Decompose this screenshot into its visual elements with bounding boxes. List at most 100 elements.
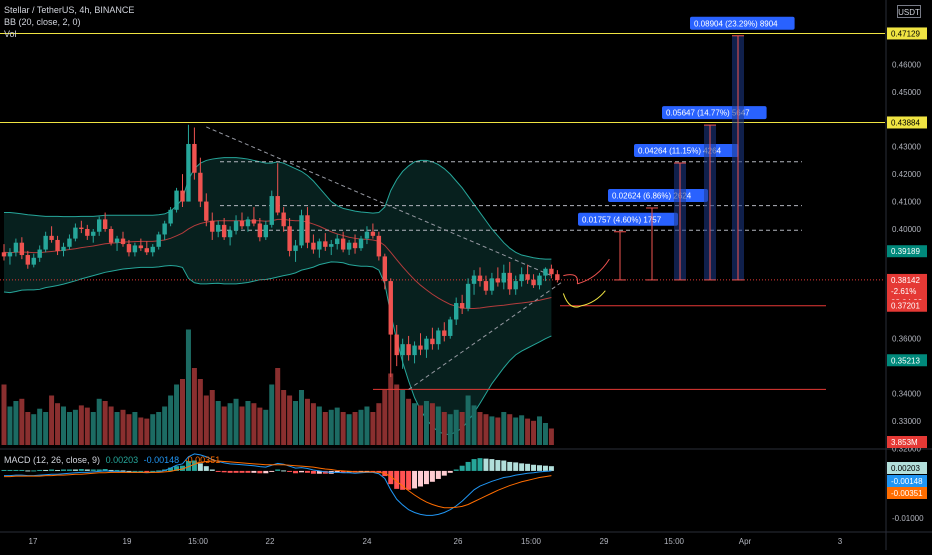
- candle-body: [91, 231, 96, 236]
- macd-tag-bg: [887, 475, 927, 487]
- candle-body: [329, 244, 334, 247]
- volume-bar: [72, 409, 78, 445]
- time-tick: 17: [29, 537, 38, 546]
- volume-bar: [7, 406, 13, 445]
- candle-body: [531, 279, 536, 286]
- volume-bar: [90, 412, 96, 445]
- macd-histogram-bar: [61, 469, 66, 471]
- candle-body: [156, 234, 161, 247]
- volume-bar: [263, 409, 269, 445]
- candle-body: [245, 219, 251, 227]
- macd-histogram-bar: [126, 470, 132, 472]
- volume-bar: [174, 384, 180, 445]
- macd-header[interactable]: MACD (12, 26, close, 9) 0.00203 -0.00148…: [4, 455, 223, 465]
- macd-histogram-bar: [519, 463, 525, 471]
- candle-body: [442, 330, 447, 336]
- volume-bar: [239, 406, 245, 445]
- macd-histogram-bar: [19, 469, 25, 471]
- time-tick: 24: [363, 537, 372, 546]
- candle-body: [19, 242, 25, 256]
- macd-histogram-bar: [150, 470, 156, 472]
- macd-histogram-bar: [209, 469, 215, 471]
- macd-histogram-bar: [72, 469, 78, 471]
- price-tick: 0.46000: [892, 60, 921, 69]
- macd-histogram-bar: [453, 469, 459, 471]
- candle-body: [102, 219, 108, 229]
- candle-body: [192, 143, 197, 173]
- projection-curve-red: [563, 274, 579, 284]
- macd-histogram-bar: [55, 469, 61, 471]
- candle-body: [269, 196, 274, 225]
- volume-bar: [203, 395, 209, 445]
- volume-bar: [191, 368, 197, 445]
- candle-body: [459, 303, 465, 309]
- candle-body: [471, 275, 477, 284]
- candle-body: [305, 215, 310, 243]
- volume-bar: [346, 414, 352, 445]
- volume-bar: [501, 412, 507, 445]
- volume-bar: [180, 379, 185, 445]
- macd-histogram-bar: [233, 470, 239, 473]
- candle-body: [25, 255, 30, 265]
- time-tick: 15:00: [188, 537, 209, 546]
- volume-bar: [227, 403, 233, 445]
- volume-bar: [370, 412, 376, 445]
- candle-body: [1, 252, 7, 257]
- candle-body: [346, 242, 352, 250]
- price-tick: 0.40000: [892, 225, 921, 234]
- candle-body: [549, 268, 554, 275]
- candle-body: [436, 330, 441, 345]
- volume-bar: [108, 406, 114, 445]
- volume-bar: [126, 414, 132, 445]
- candle-body: [227, 230, 233, 238]
- macd-histogram-bar: [293, 470, 299, 474]
- macd-histogram-bar: [203, 466, 209, 471]
- volume-bar: [352, 412, 358, 445]
- macd-histogram-bar: [251, 470, 257, 473]
- volume-bar: [358, 409, 364, 445]
- candle-body: [221, 224, 227, 238]
- volume-bar: [435, 406, 441, 445]
- candle-body: [168, 209, 173, 224]
- volume-bar: [322, 412, 328, 445]
- candle-body: [364, 231, 370, 239]
- chart-title: Stellar / TetherUS, 4h, BINANCE: [4, 5, 135, 15]
- macd-histogram-bar: [7, 469, 13, 471]
- candle-body: [335, 238, 340, 245]
- macd-histogram-bar: [483, 458, 489, 471]
- candle-body: [424, 338, 429, 350]
- candle-body: [412, 345, 417, 356]
- price-tag-label: 0.43884: [891, 118, 920, 127]
- price-tick: 0.33000: [892, 417, 921, 426]
- macd-histogram-bar: [376, 470, 382, 473]
- macd-histogram-bar: [120, 470, 126, 472]
- candle-body: [382, 256, 387, 282]
- volume-bar: [55, 403, 61, 445]
- candle-body: [489, 278, 495, 291]
- macd-histogram-bar: [459, 465, 465, 471]
- price-tag-label: -2.61%: [891, 287, 916, 296]
- candle-body: [180, 190, 185, 202]
- volume-bar: [120, 409, 126, 445]
- volume-bar: [197, 379, 203, 445]
- candle-body: [85, 228, 90, 236]
- bb-fill: [4, 157, 552, 435]
- macd-histogram-bar: [1, 469, 7, 471]
- price-tick: 0.43000: [892, 143, 921, 152]
- currency-button[interactable]: USDT: [897, 5, 921, 18]
- candle-body: [352, 242, 358, 249]
- candle-body: [210, 220, 215, 232]
- macd-histogram-bar: [31, 470, 37, 472]
- volume-bar: [340, 412, 346, 445]
- candle-body: [67, 238, 72, 247]
- candle-body: [251, 219, 257, 224]
- bb-indicator-label[interactable]: BB (20, close, 2, 0): [4, 17, 81, 27]
- macd-histogram-bar: [542, 465, 548, 471]
- volume-indicator-label[interactable]: Vol: [4, 29, 17, 39]
- volume-bar: [287, 395, 293, 445]
- price-tick: 0.36000: [892, 335, 921, 344]
- macd-label: MACD (12, 26, close, 9): [4, 455, 101, 465]
- candle-body: [340, 238, 346, 250]
- volume-bar: [394, 384, 400, 445]
